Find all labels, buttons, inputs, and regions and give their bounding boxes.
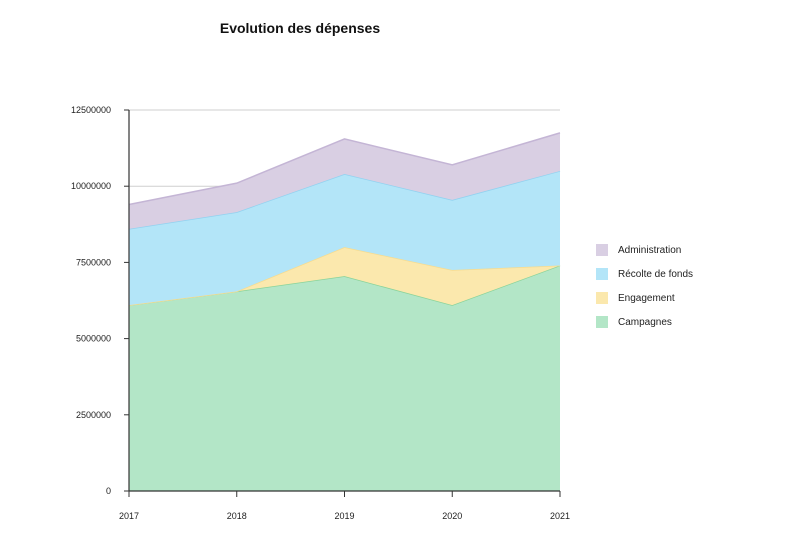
legend-item: Administration <box>596 238 693 262</box>
area-series <box>128 132 561 491</box>
legend: Administration Récolte de fonds Engagement… <box>596 238 693 334</box>
area-campagnes <box>129 265 560 491</box>
legend-swatch <box>596 292 608 304</box>
y-tick-label: 5000000 <box>76 334 111 344</box>
y-axis-ticks: 0 2500000 5000000 7500000 10000000 12500000 <box>71 105 129 496</box>
chart-title: Evolution des dépenses <box>219 20 381 36</box>
legend-swatch <box>596 268 608 280</box>
legend-swatch <box>596 244 608 256</box>
legend-swatch <box>596 316 608 328</box>
legend-label: Administration <box>618 244 682 256</box>
x-tick-label: 2021 <box>550 511 570 521</box>
area-recolte-de-fonds <box>129 170 560 306</box>
legend-item: Campagnes <box>596 310 693 334</box>
y-tick-label: 2500000 <box>76 410 111 420</box>
line-administration <box>128 132 561 206</box>
x-tick-label: 2020 <box>442 511 462 521</box>
y-tick-label: 10000000 <box>71 181 111 191</box>
area-engagement <box>129 247 560 306</box>
y-tick-label: 12500000 <box>71 105 111 115</box>
legend-item: Engagement <box>596 286 693 310</box>
y-tick-label: 0 <box>106 486 111 496</box>
x-axis-ticks: 2017 2018 2019 2020 2021 <box>119 491 570 521</box>
x-tick-label: 2017 <box>119 511 139 521</box>
y-tick-label: 7500000 <box>76 257 111 267</box>
x-tick-label: 2018 <box>227 511 247 521</box>
legend-label: Engagement <box>618 292 675 304</box>
area-administration <box>129 132 560 229</box>
legend-label: Récolte de fonds <box>618 268 694 280</box>
legend-label: Campagnes <box>618 316 672 328</box>
x-tick-label: 2019 <box>334 511 354 521</box>
legend-item: Récolte de fonds <box>596 262 693 286</box>
